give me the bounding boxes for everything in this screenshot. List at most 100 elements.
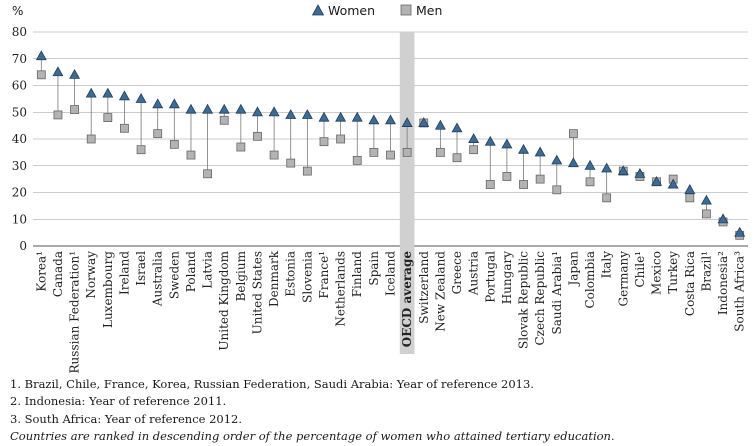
men-point	[53, 110, 63, 120]
women-point	[567, 157, 579, 168]
x-tick-label: Slovak Republic	[517, 251, 531, 349]
x-tick-label: Brazil¹	[699, 251, 713, 292]
men-point	[319, 137, 329, 147]
men-point	[386, 150, 395, 160]
x-tick-label: Norway	[84, 251, 98, 299]
x-tick-label: Portugal	[483, 251, 497, 303]
legend-women-label: Women	[327, 3, 376, 18]
men-point	[186, 150, 196, 160]
women-point	[634, 167, 646, 178]
women-point	[584, 159, 596, 170]
footnotes: 1. Brazil, Chile, France, Korea, Russian…	[10, 376, 750, 446]
x-tick-label: New Zealand	[433, 251, 447, 332]
women-point	[551, 154, 563, 165]
men-point	[236, 142, 246, 152]
women-point	[301, 109, 313, 119]
men-point	[153, 129, 163, 139]
footnote-3: 3. South Africa: Year of reference 2012.	[10, 411, 243, 426]
men-point	[685, 193, 695, 203]
women-point	[385, 114, 396, 125]
oecd-highlight	[399, 32, 415, 354]
women-point	[351, 111, 363, 122]
x-tick-label: Iceland	[384, 251, 398, 296]
women-point	[152, 98, 164, 109]
x-tick-label: Latvia	[201, 251, 215, 289]
y-axis-label: %	[12, 4, 23, 18]
women-point	[85, 87, 97, 98]
y-tick-label: 70	[12, 52, 27, 66]
x-tick-label: Sweden	[167, 251, 181, 299]
women-point	[468, 133, 480, 144]
men-point	[269, 150, 279, 160]
value-connectors	[40, 56, 741, 236]
x-tick-label: Chile¹	[633, 251, 647, 288]
men-point	[352, 155, 362, 165]
x-axis-labels: Korea¹ Canada Russian Federation¹ Norway Lux…	[34, 250, 746, 373]
triangle-icon	[311, 4, 325, 16]
square-icon	[400, 4, 412, 16]
y-tick-label: 40	[12, 132, 27, 146]
men-point	[519, 180, 528, 189]
x-tick-label: South Africa³	[733, 251, 747, 332]
men-point	[402, 147, 412, 157]
footnote-2: 2. Indonesia: Year of reference 2011.	[10, 394, 227, 409]
women-point	[418, 117, 430, 127]
women-point	[451, 122, 463, 133]
x-tick-label: Spain	[367, 251, 381, 286]
x-tick-label: Germany	[616, 251, 630, 307]
women-point	[35, 50, 47, 61]
x-tick-label: Luxembourg	[101, 251, 115, 328]
women-point	[700, 194, 712, 205]
men-point	[535, 174, 545, 184]
y-tick-label: 50	[12, 105, 27, 119]
data-marks	[35, 50, 746, 240]
x-tick-label: Turkey	[666, 251, 680, 294]
x-tick-label: Finland	[350, 251, 364, 298]
men-point	[253, 131, 262, 141]
women-point	[401, 117, 413, 127]
x-tick-label: Netherlands	[334, 251, 348, 327]
x-tick-label: Slovenia	[300, 251, 314, 303]
y-tick-label: 80	[12, 25, 27, 39]
x-tick-label: OECD average	[400, 251, 414, 348]
y-axis: 0 10 20 30 40 50 60 70 80%	[12, 4, 27, 253]
women-point	[285, 109, 297, 119]
x-tick-label: Switzerland	[417, 251, 431, 324]
x-tick-label: Poland	[184, 251, 198, 293]
men-point	[169, 139, 179, 149]
x-tick-label: Japan	[566, 251, 580, 288]
women-point	[368, 114, 380, 125]
women-point	[251, 106, 263, 117]
y-tick-label: 0	[19, 239, 27, 253]
men-point	[569, 129, 578, 139]
women-point	[202, 103, 214, 114]
women-point	[734, 226, 746, 237]
women-point	[52, 66, 64, 77]
men-point	[585, 177, 595, 187]
footnote-1: 1. Brazil, Chile, France, Korea, Russian…	[10, 377, 534, 391]
women-point	[185, 103, 197, 114]
y-tick-label: 20	[12, 186, 27, 200]
x-tick-label: Saudi Arabia¹	[550, 251, 564, 334]
men-point	[502, 172, 512, 181]
women-point	[318, 111, 330, 122]
women-point	[218, 103, 230, 114]
ranking-note: Countries are ranked in descending order…	[10, 429, 615, 444]
men-point	[70, 105, 79, 114]
men-point	[136, 145, 146, 155]
legend-women: Women	[311, 3, 376, 18]
men-point	[469, 145, 479, 155]
men-point	[452, 153, 462, 163]
women-point	[268, 106, 280, 117]
men-point	[86, 134, 96, 144]
women-point	[518, 143, 530, 154]
men-point	[286, 158, 296, 168]
women-point	[501, 138, 513, 149]
men-point	[435, 147, 445, 157]
x-tick-label: Denmark	[267, 250, 281, 307]
x-tick-label: Israel	[134, 251, 148, 286]
chart: 0 10 20 30 40 50 60 70 80% Korea¹ Canada Russian F…	[12, 4, 748, 373]
x-tick-label: Ireland	[117, 251, 131, 295]
x-tick-label: Italy	[600, 251, 614, 279]
women-point	[69, 68, 81, 79]
